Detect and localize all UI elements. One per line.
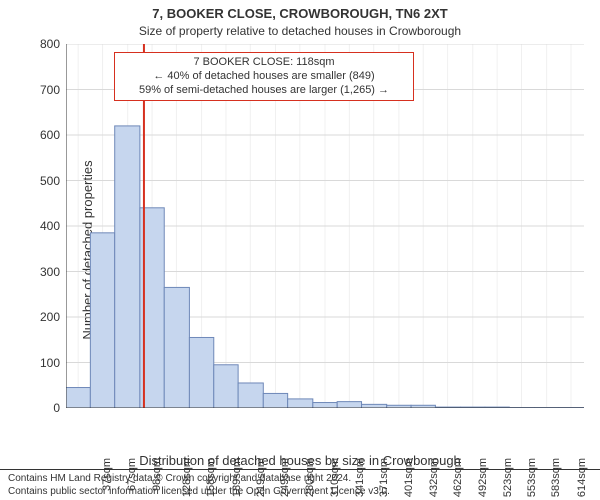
histogram-bar xyxy=(115,126,140,408)
y-tick-label: 200 xyxy=(10,310,60,324)
y-tick-label: 700 xyxy=(10,83,60,97)
y-tick-label: 800 xyxy=(10,37,60,51)
histogram-bar xyxy=(288,399,313,408)
y-tick-label: 100 xyxy=(10,356,60,370)
histogram-bar xyxy=(189,337,213,408)
annotation-line2: ← 40% of detached houses are smaller (84… xyxy=(121,70,407,84)
y-tick-label: 0 xyxy=(10,401,60,415)
histogram-bar xyxy=(238,383,263,408)
y-tick-label: 400 xyxy=(10,219,60,233)
x-axis-label: Distribution of detached houses by size … xyxy=(0,453,600,468)
footer-line1: Contains HM Land Registry data © Crown c… xyxy=(8,473,592,486)
annotation-line1: 7 BOOKER CLOSE: 118sqm xyxy=(121,56,407,70)
histogram-bar xyxy=(164,287,189,408)
histogram-bar xyxy=(263,393,287,408)
histogram-bar xyxy=(214,365,238,408)
chart-title: 7, BOOKER CLOSE, CROWBOROUGH, TN6 2XT xyxy=(0,6,600,21)
histogram-bar xyxy=(313,403,337,408)
chart-container: 7, BOOKER CLOSE, CROWBOROUGH, TN6 2XT Si… xyxy=(0,0,600,500)
histogram-bar xyxy=(90,233,114,408)
histogram-bar xyxy=(66,388,90,408)
y-tick-label: 600 xyxy=(10,128,60,142)
annotation-box: 7 BOOKER CLOSE: 118sqm ← 40% of detached… xyxy=(114,52,414,101)
chart-subtitle: Size of property relative to detached ho… xyxy=(0,24,600,38)
histogram-bar xyxy=(337,402,361,408)
histogram-bar xyxy=(362,404,387,408)
y-tick-label: 500 xyxy=(10,174,60,188)
annotation-line3: 59% of semi-detached houses are larger (… xyxy=(121,84,407,98)
y-tick-label: 300 xyxy=(10,265,60,279)
footer: Contains HM Land Registry data © Crown c… xyxy=(0,469,600,500)
footer-line2: Contains public sector information licen… xyxy=(8,486,592,499)
